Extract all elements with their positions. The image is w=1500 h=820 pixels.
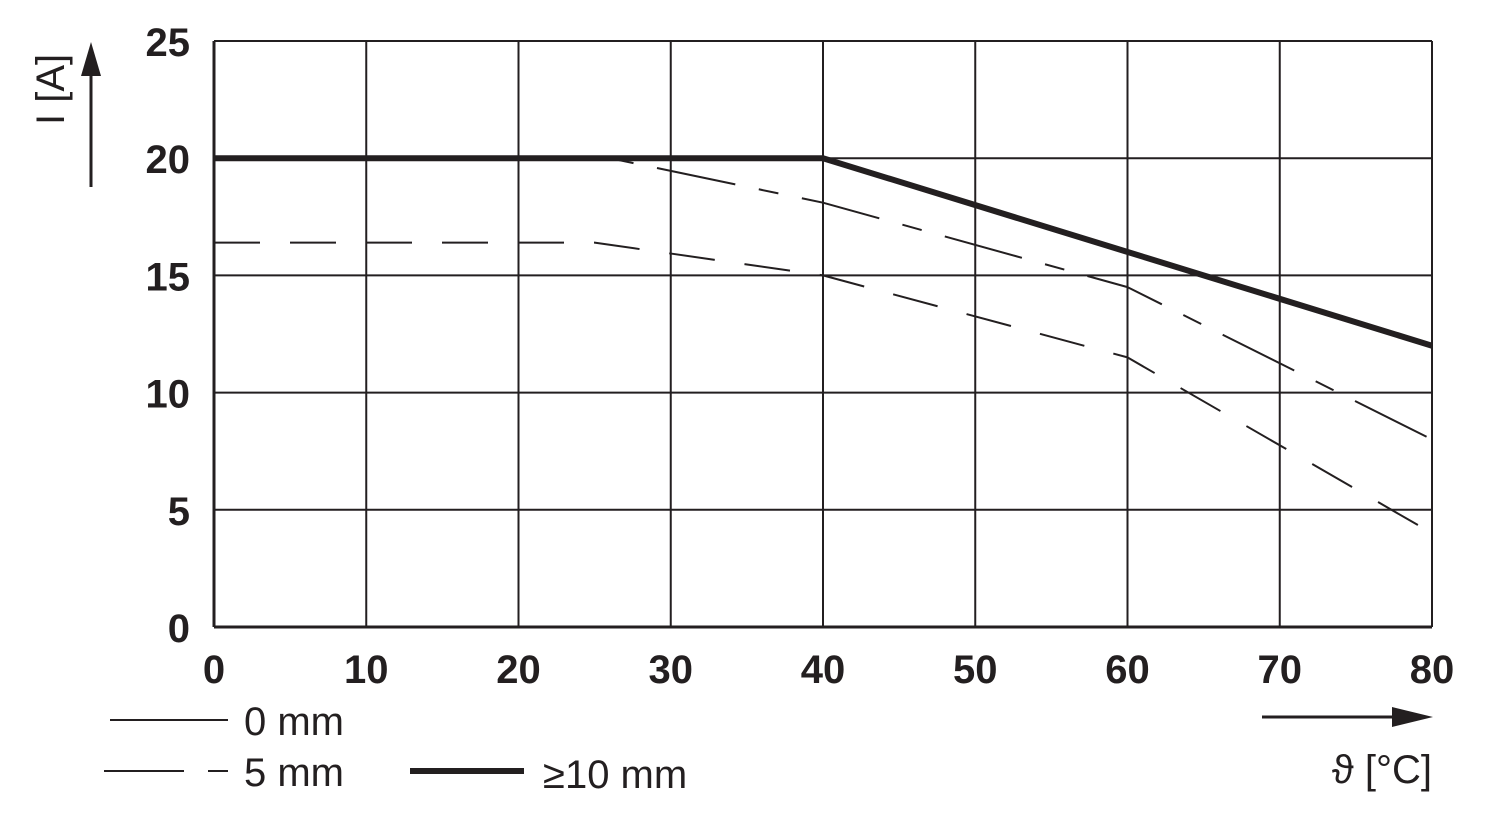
x-tick-label-20: 20: [496, 648, 541, 692]
legend: 0 mm 5 mm ≥10 mm: [104, 700, 687, 797]
grid: [212, 40, 1433, 629]
y-axis-label: I [A]: [29, 54, 73, 125]
y-tick-label-10: 10: [146, 373, 191, 417]
x-axis-label: ϑ [°C]: [1332, 748, 1432, 792]
y-tick-label-0: 0: [168, 607, 190, 651]
series-line-2: [214, 155, 1433, 349]
x-tick-label-40: 40: [801, 648, 846, 692]
y-tick-label-15: 15: [146, 255, 191, 299]
x-tick-label-0: 0: [203, 648, 225, 692]
series-lines: [214, 155, 1433, 535]
x-axis-arrowhead: [1392, 707, 1433, 727]
x-tick-label-30: 30: [649, 648, 694, 692]
legend-label-0mm: 0 mm: [244, 700, 344, 744]
x-tick-label-80: 80: [1410, 648, 1455, 692]
x-tick-label-50: 50: [953, 648, 998, 692]
x-tick-label-70: 70: [1258, 648, 1303, 692]
legend-label-10mm: ≥10 mm: [543, 753, 687, 797]
x-tick-label-60: 60: [1105, 648, 1150, 692]
y-axis-title-group: I [A]: [29, 42, 101, 187]
y-tick-label-5: 5: [168, 490, 190, 534]
legend-label-5mm: 5 mm: [244, 751, 344, 795]
y-tick-labels: 0 5 10 15 20 25: [146, 21, 191, 651]
series-line-0: [214, 241, 1433, 535]
y-axis-arrowhead: [81, 42, 101, 76]
x-tick-labels: 0 10 20 30 40 50 60 70 80: [203, 648, 1454, 692]
x-axis-title-group: ϑ [°C]: [1262, 707, 1433, 792]
x-tick-label-10: 10: [344, 648, 389, 692]
y-tick-label-25: 25: [146, 21, 191, 65]
y-tick-label-20: 20: [146, 138, 191, 182]
